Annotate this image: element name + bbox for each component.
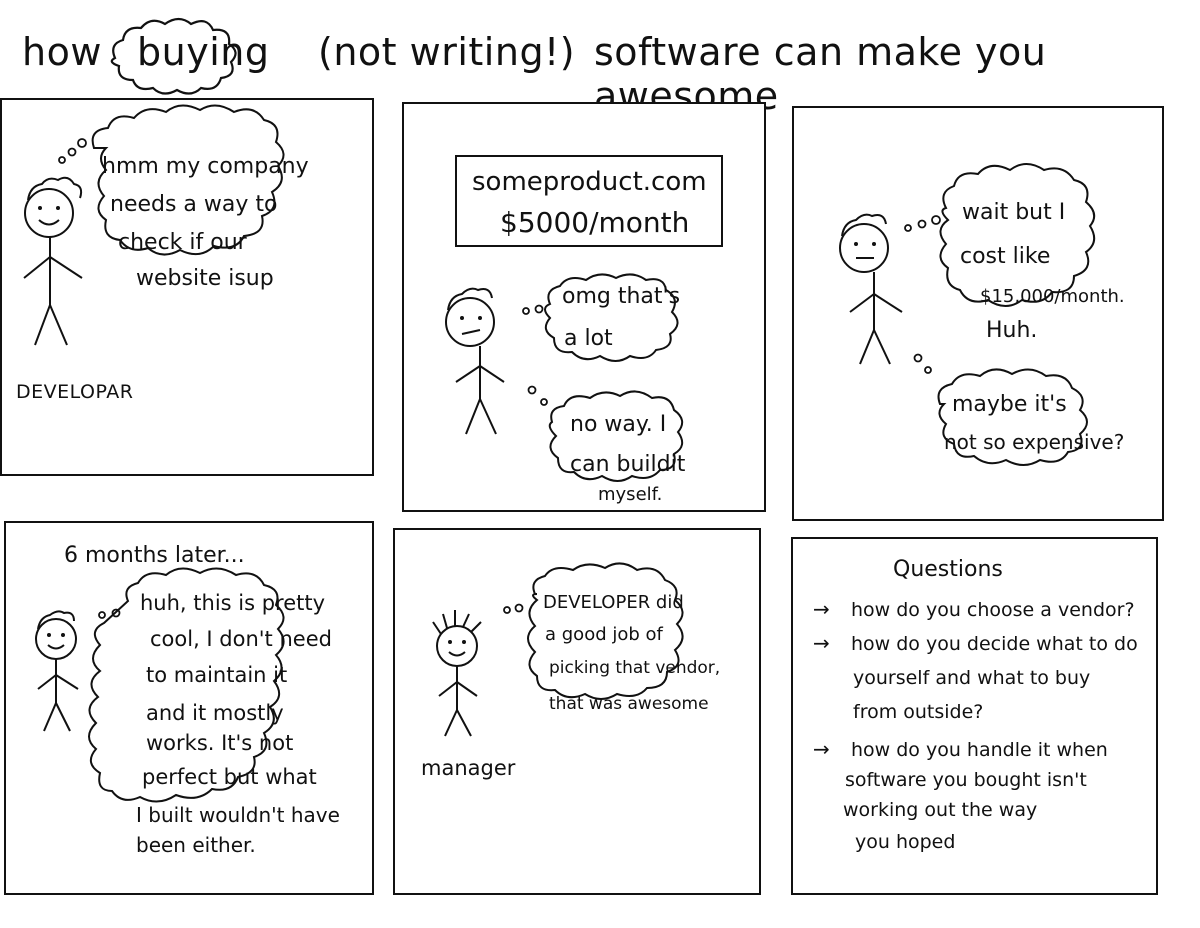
panel-2-thought-line: a lot	[564, 326, 613, 351]
thought-cloud-5	[527, 562, 684, 700]
thought-cloud-4	[88, 567, 285, 803]
price-sign	[455, 155, 723, 247]
panel-4-thought-line: to maintain it	[146, 663, 288, 687]
questions-heading: Questions	[893, 557, 1003, 582]
title-how: how	[22, 30, 102, 74]
developer-label: DEVELOPAR	[16, 381, 134, 403]
panel-4-thought-line: cool, I don't need	[150, 627, 332, 651]
panel-1: hmm my company needs a way to check if o…	[0, 98, 374, 476]
panel-1-thought-line: check if our	[118, 230, 247, 255]
question-line: from outside?	[853, 701, 984, 723]
comic-title: how buying (not writing!) software can m…	[0, 17, 1200, 118]
thought-dot	[77, 138, 87, 148]
panel-3-thought-line: maybe it's	[952, 392, 1067, 417]
panel-3-thought-line: wait but I	[962, 200, 1066, 225]
panel-2-thought-line: can buildit	[570, 452, 686, 477]
sign-product: someproduct.com	[472, 167, 707, 197]
panel-5-thought-line: that was awesome	[549, 694, 709, 714]
question-line: yourself and what to buy	[853, 667, 1091, 689]
panel-1-thought-line: hmm my company	[102, 154, 309, 179]
question-line: software you bought isn't	[845, 769, 1087, 791]
arrow-icon: →	[813, 631, 830, 655]
panel-4-thought-line: perfect but what	[142, 765, 317, 789]
panel-3-thought-line: $15,000/month.	[980, 286, 1125, 307]
title-not-writing: (not writing!)	[318, 30, 576, 74]
thought-cloud-2a	[544, 273, 679, 362]
panel-3-thought-line: Huh.	[986, 318, 1038, 343]
head	[35, 618, 77, 660]
thought-cloud-1	[91, 104, 285, 256]
panel-5: DEVELOPER did a good job of picking that…	[393, 528, 761, 895]
manager-label: manager	[421, 756, 516, 780]
buying-bubble	[110, 17, 237, 95]
panel-2-thought-line: no way. I	[570, 412, 667, 437]
panel-3-thought-line: cost like	[960, 244, 1051, 269]
question-line: how do you handle it when	[851, 739, 1108, 761]
hair	[27, 176, 83, 201]
panel-3-art	[839, 163, 1096, 466]
question-line: you hoped	[855, 831, 956, 853]
panel-5-thought-line: a good job of	[545, 624, 663, 645]
panel-5-thought-line: picking that vendor,	[549, 658, 721, 678]
panel-5-thought-line: DEVELOPER did	[543, 592, 684, 613]
arrow-icon: →	[813, 737, 830, 761]
panel-4-thought-line: been either.	[136, 833, 256, 857]
question-line: how do you choose a vendor?	[851, 599, 1135, 621]
thought-cloud-3b	[937, 368, 1088, 466]
title-rest: software can make you awesome	[594, 30, 1047, 118]
arrow-icon: →	[813, 597, 830, 621]
panel-4-thought-line: I built wouldn't have	[136, 803, 340, 827]
head	[445, 297, 495, 347]
panel-2-art	[445, 155, 723, 482]
title-buying: buying	[137, 30, 270, 74]
panel-5-art	[432, 562, 684, 737]
panel-2-thought-line: omg that's	[562, 284, 681, 309]
panel-4-thought-line: works. It's not	[146, 731, 294, 755]
sign-price: $5000/month	[500, 206, 690, 239]
panel-4-thought-line: and it mostly	[146, 701, 284, 725]
thought-dot	[58, 156, 66, 164]
panel-4-art	[35, 567, 285, 803]
panel-1-art	[23, 104, 285, 346]
panel-6: Questions → how do you choose a vendor? …	[791, 537, 1158, 895]
head	[24, 188, 74, 238]
panel-4: 6 months later... huh, this is pretty co…	[4, 521, 374, 895]
time-caption: 6 months later...	[64, 543, 245, 568]
head	[839, 223, 889, 273]
panel-2-thought-line: myself.	[598, 484, 663, 505]
panel-2: someproduct.com $5000/month omg that's a…	[402, 102, 766, 512]
question-line: working out the way	[843, 799, 1038, 821]
thought-cloud-2b	[548, 390, 684, 482]
thought-dot	[67, 147, 77, 157]
panel-3: wait but I cost like $15,000/month. Huh.…	[792, 106, 1164, 521]
panel-4-thought-line: huh, this is pretty	[140, 591, 326, 615]
panel-1-thought-line: needs a way to	[110, 192, 278, 217]
panel-1-thought-line: website isup	[136, 266, 274, 291]
question-line: how do you decide what to do	[851, 633, 1138, 655]
panel-3-thought-line: not so expensive?	[944, 430, 1125, 454]
thought-cloud-3a	[939, 163, 1096, 307]
